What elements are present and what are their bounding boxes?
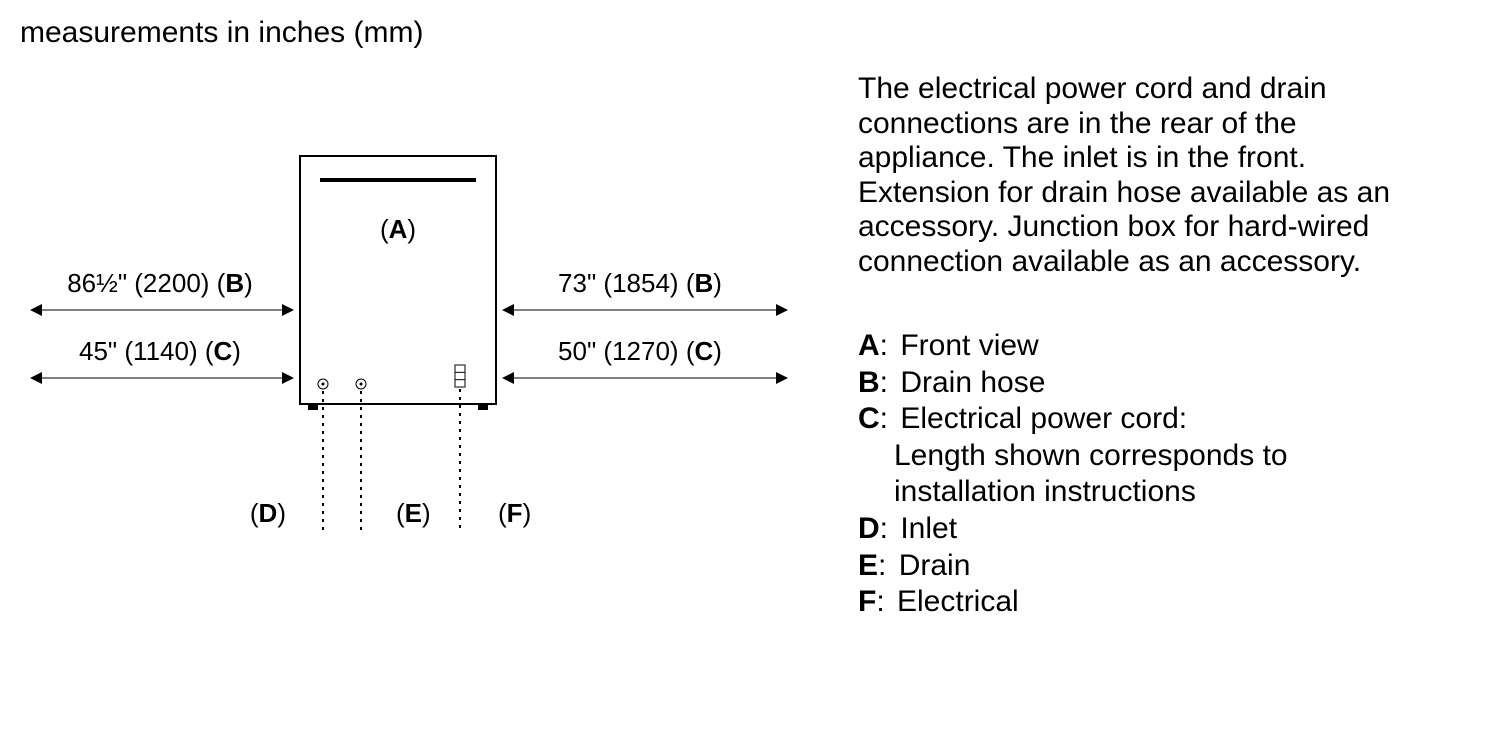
legend-val-E: Drain	[899, 548, 971, 585]
legend-item-C: C: Electrical power cord:	[858, 401, 1418, 438]
svg-text:(E): (E)	[396, 498, 431, 528]
legend-item-B: B: Drain hose	[858, 365, 1418, 402]
legend-key-C: C	[858, 401, 880, 438]
description-text: The electrical power cord and drain conn…	[858, 72, 1418, 279]
legend-val-C-sub1: Length shown corresponds to	[894, 438, 1418, 475]
legend-key-F: F	[858, 584, 876, 621]
svg-text:86½" (2200) (B): 86½" (2200) (B)	[67, 268, 253, 298]
svg-text:50" (1270) (C): 50" (1270) (C)	[558, 336, 722, 366]
legend-key-D: D	[858, 511, 880, 548]
legend-val-C-sub2: installation instructions	[894, 474, 1418, 511]
svg-text:(F): (F)	[498, 498, 531, 528]
legend-item-F: F: Electrical	[858, 584, 1418, 621]
legend-item-D: D: Inlet	[858, 511, 1418, 548]
page-title: measurements in inches (mm)	[20, 16, 423, 50]
legend-val-F: Electrical	[897, 584, 1019, 621]
legend-key-A: A	[858, 328, 880, 365]
appliance-diagram: (A) 86½" (2200) (B) 45" (1140) (C) 73" (185…	[0, 60, 820, 620]
legend-val-A: Front view	[900, 328, 1038, 365]
legend-item-E: E: Drain	[858, 548, 1418, 585]
svg-text:45" (1140) (C): 45" (1140) (C)	[79, 336, 241, 366]
svg-text:73" (1854) (B): 73" (1854) (B)	[558, 268, 722, 298]
legend-val-B: Drain hose	[900, 365, 1045, 402]
legend: A: Front view B: Drain hose C: Electrica…	[858, 328, 1418, 621]
legend-key-B: B	[858, 365, 880, 402]
legend-item-A: A: Front view	[858, 328, 1418, 365]
legend-key-E: E	[858, 548, 878, 585]
svg-text:(A): (A)	[380, 214, 416, 244]
legend-val-C: Electrical power cord:	[900, 401, 1187, 438]
legend-val-D: Inlet	[900, 511, 957, 548]
svg-text:(D): (D)	[250, 498, 286, 528]
